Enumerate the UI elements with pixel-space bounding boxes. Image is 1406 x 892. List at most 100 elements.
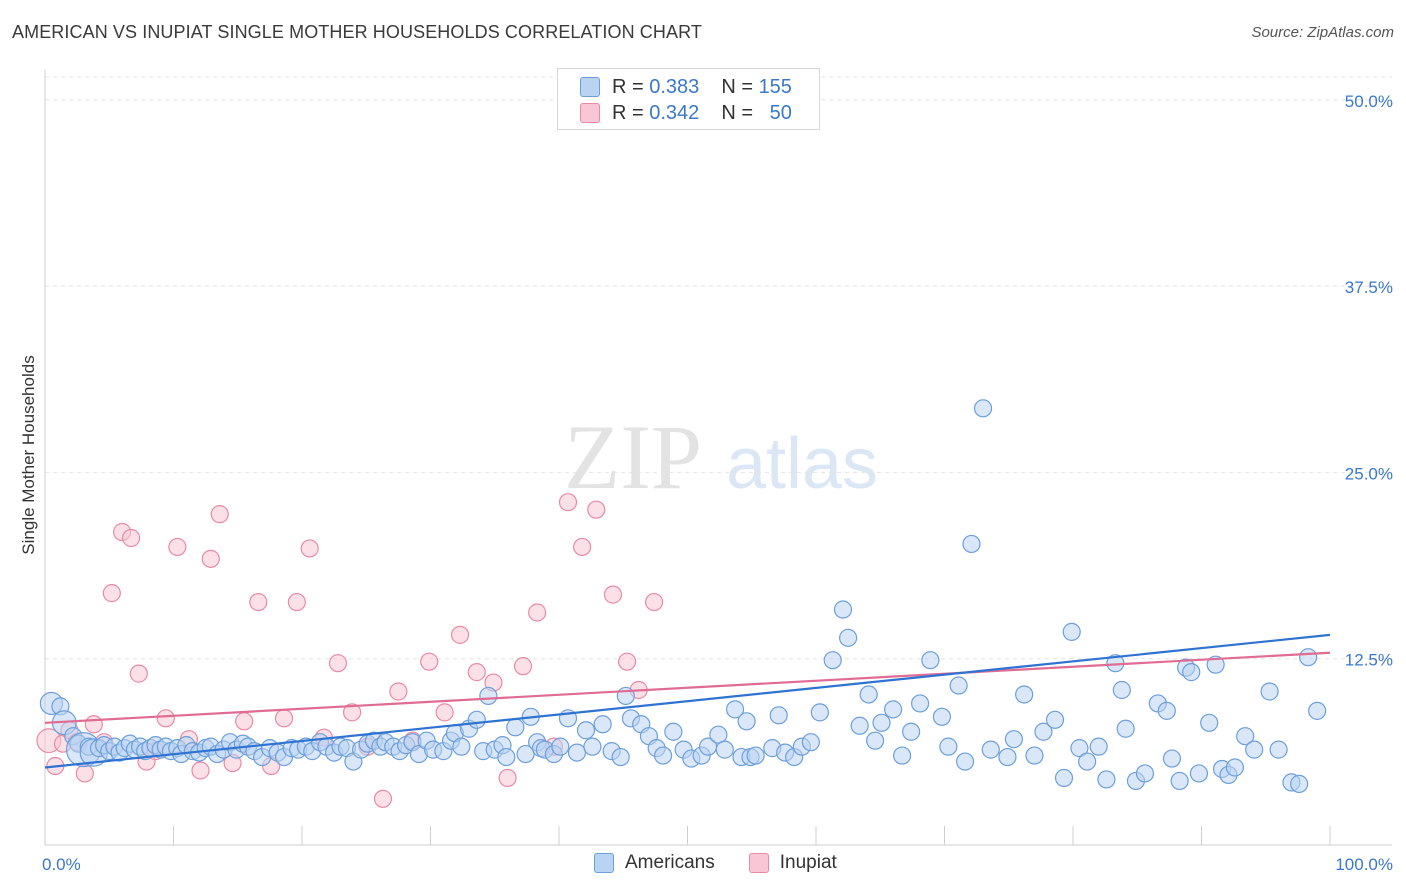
americans-point xyxy=(872,713,891,732)
americans-point xyxy=(901,722,921,741)
inupiat-point xyxy=(300,539,319,558)
y-axis-title: Single Mother Households xyxy=(19,355,38,555)
americans-point xyxy=(567,743,587,762)
r-value-inupiat: 0.342 xyxy=(649,101,700,124)
americans-point xyxy=(1034,722,1053,741)
americans-point xyxy=(823,651,842,670)
americans-legend-swatch xyxy=(594,853,614,873)
americans-point xyxy=(892,746,912,765)
americans-point xyxy=(939,737,958,756)
inupiat-point xyxy=(587,500,606,519)
americans-point xyxy=(866,731,885,750)
americans-point xyxy=(1170,771,1189,791)
inupiat-legend-label: Inupiat xyxy=(779,852,837,873)
americans-point xyxy=(1236,727,1255,746)
americans-point xyxy=(497,747,516,767)
americans-point xyxy=(973,399,993,418)
x-tick-label: 100.0% xyxy=(1335,855,1393,874)
americans-point xyxy=(910,694,930,713)
inupiat-point xyxy=(558,493,578,512)
r-value-americans: 0.383 xyxy=(649,75,700,98)
inupiat-point xyxy=(75,764,94,783)
americans-point xyxy=(850,716,869,735)
y-tick-labels: 12.5% 25.0% 37.5% 50.0% xyxy=(1345,92,1393,670)
stats-legend-row-americans: R = 0.383 N = 155 xyxy=(580,74,792,100)
legend-item-americans[interactable]: Americans xyxy=(594,852,715,874)
x-tick-labels: 0.0% 100.0% xyxy=(42,855,1393,874)
americans-point xyxy=(921,651,940,670)
trend-lines xyxy=(44,633,1331,769)
x-tick-label: 0.0% xyxy=(42,855,81,874)
americans-point xyxy=(998,747,1017,767)
americans-point xyxy=(1189,764,1209,783)
americans-point xyxy=(1269,740,1288,759)
americans-point xyxy=(1089,737,1108,756)
inupiat-point xyxy=(121,528,141,548)
americans-point xyxy=(1025,746,1044,765)
inupiat-point xyxy=(328,654,348,673)
inupiat-point xyxy=(373,789,393,808)
n-value-americans: 155 xyxy=(758,75,792,98)
americans-point xyxy=(1078,752,1097,771)
americans-point xyxy=(1004,730,1023,749)
y-tick-label: 12.5% xyxy=(1345,651,1393,670)
inupiat-point xyxy=(603,585,623,604)
americans-point xyxy=(653,746,673,765)
stats-legend: R = 0.383 N = 155 R = 0.342 N = 50 xyxy=(557,68,820,130)
americans-point xyxy=(1157,701,1176,720)
inupiat-point xyxy=(201,549,220,568)
americans-point xyxy=(746,746,765,765)
americans-point xyxy=(949,676,968,695)
americans-point xyxy=(1206,655,1225,674)
americans-point xyxy=(883,700,903,719)
americans-point xyxy=(1097,770,1116,789)
inupiat-point xyxy=(435,703,454,722)
inupiat-point xyxy=(618,652,637,671)
americans-point xyxy=(583,737,602,756)
axes xyxy=(44,70,1392,846)
americans-point xyxy=(516,744,535,764)
inupiat-point xyxy=(513,657,533,676)
americans-swatch xyxy=(580,77,600,97)
americans-point xyxy=(1054,768,1074,788)
americans-point xyxy=(981,740,1000,759)
y-tick-label: 25.0% xyxy=(1345,464,1393,483)
americans-point xyxy=(962,534,981,554)
americans-point xyxy=(955,752,975,771)
americans-point xyxy=(467,710,486,729)
americans-point xyxy=(859,685,878,704)
grid xyxy=(45,76,1392,660)
americans-point xyxy=(801,733,820,752)
inupiat-point xyxy=(102,584,121,603)
inupiat-trend-line xyxy=(44,651,1331,724)
americans-point xyxy=(715,740,734,759)
americans-point xyxy=(1062,622,1081,641)
inupiat-point xyxy=(573,537,592,557)
americans-point xyxy=(839,628,858,647)
inupiat-point xyxy=(644,592,664,612)
inupiat-point xyxy=(168,537,187,557)
americans-point xyxy=(1245,740,1264,759)
inupiat-point xyxy=(420,652,439,671)
americans-legend-label: Americans xyxy=(625,852,715,873)
n-label: N = xyxy=(721,75,753,98)
watermark-zip: ZIP xyxy=(564,406,702,508)
legend-item-inupiat[interactable]: Inupiat xyxy=(748,852,837,874)
y-tick-label: 37.5% xyxy=(1345,278,1393,297)
americans-point xyxy=(1182,663,1201,682)
americans-point xyxy=(1135,764,1155,783)
inupiat-point xyxy=(450,625,470,644)
inupiat-point xyxy=(156,709,175,728)
inupiat-point xyxy=(210,505,229,524)
americans-point xyxy=(1015,685,1034,704)
americans-point xyxy=(810,703,829,722)
americans-point xyxy=(1070,739,1089,758)
n-value-inupiat: 50 xyxy=(769,101,792,124)
inupiat-point xyxy=(389,682,408,701)
americans-point xyxy=(932,707,952,726)
americans-point xyxy=(506,718,525,737)
inupiat-point xyxy=(235,712,254,731)
americans-point xyxy=(1045,710,1065,729)
inupiat-point xyxy=(343,703,362,722)
